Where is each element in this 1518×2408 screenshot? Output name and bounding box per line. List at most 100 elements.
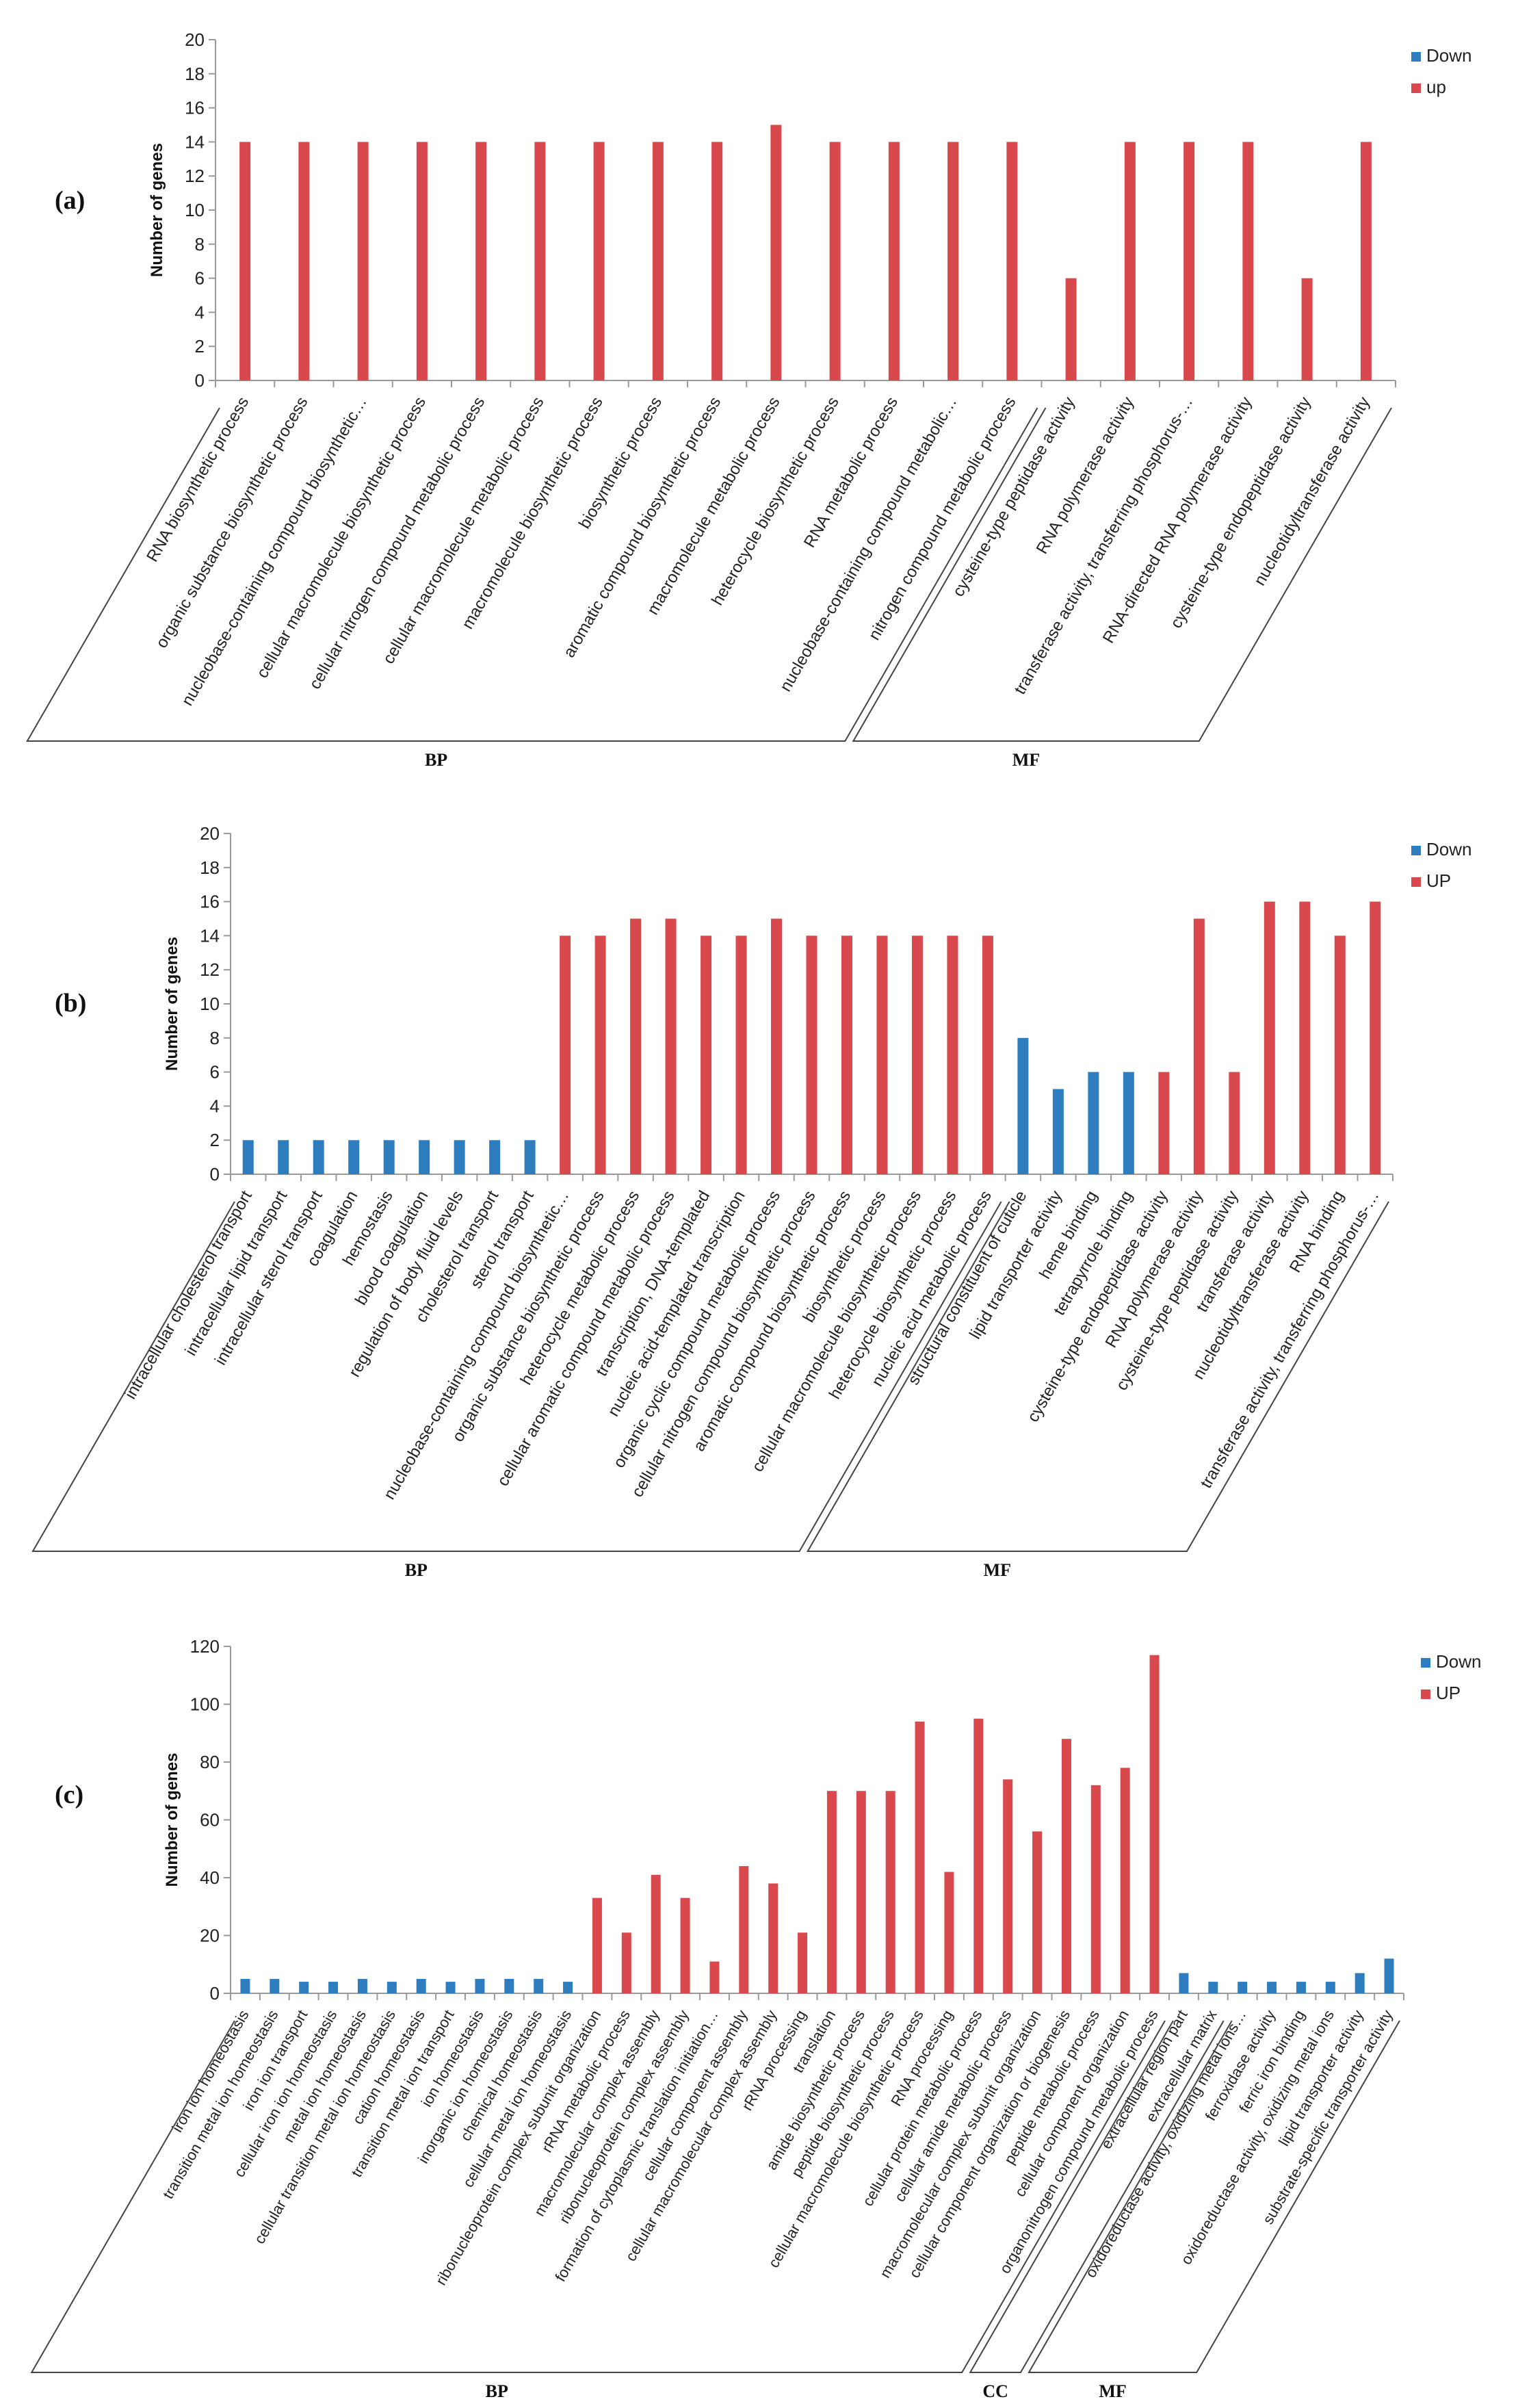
group-bracket — [806, 1201, 1389, 1552]
bar — [1325, 1982, 1335, 1993]
bar — [630, 918, 642, 1174]
group-label: MF — [1099, 2381, 1126, 2401]
bar — [1032, 1831, 1043, 1993]
bar — [1267, 1982, 1277, 1993]
bar — [1061, 1739, 1071, 1993]
y-tick-label: 12 — [185, 166, 205, 186]
y-tick-label: 12 — [200, 959, 220, 980]
bar — [416, 142, 428, 380]
category-label: intracellular cholesterol transport — [121, 1187, 256, 1402]
legend-swatch — [1411, 877, 1421, 887]
y-tick-label: 60 — [200, 1810, 220, 1830]
bar — [735, 935, 747, 1174]
bar — [1183, 142, 1195, 380]
legend-entry: UP — [1436, 1683, 1461, 1703]
y-tick-label: 20 — [200, 823, 220, 844]
bar — [709, 1961, 720, 1993]
y-tick-label: 18 — [200, 857, 220, 878]
legend-entry: Down — [1426, 839, 1471, 859]
bar — [313, 1140, 324, 1174]
group-bracket — [26, 407, 1038, 742]
y-tick-label: 40 — [200, 1867, 220, 1888]
y-tick-label: 2 — [210, 1130, 220, 1150]
y-tick-label: 4 — [210, 1096, 220, 1116]
bar — [357, 1978, 367, 1993]
bar — [680, 1898, 690, 1993]
bar — [711, 142, 723, 380]
bar — [1179, 1973, 1189, 1993]
y-axis-label: Number of genes — [163, 1752, 181, 1887]
bar — [1158, 1072, 1170, 1174]
bar — [621, 1932, 631, 1993]
category-label: nucleotidyltransferase activity — [1251, 394, 1374, 589]
y-tick-label: 6 — [195, 268, 205, 289]
bar — [1065, 278, 1077, 380]
y-tick-label: 0 — [210, 1983, 220, 2004]
chart-panel-1: 0 2 4 6 8 10 12 14 16 18 20 Number of genes (a) RNA b… — [26, 29, 1471, 770]
y-tick-label: 20 — [185, 29, 205, 50]
legend-entry: UP — [1426, 870, 1451, 891]
bar — [1088, 1072, 1099, 1174]
bar — [1370, 901, 1381, 1174]
bar — [1120, 1768, 1130, 1993]
bar — [888, 142, 900, 380]
bar — [242, 1140, 254, 1174]
bar — [504, 1978, 514, 1993]
bar — [652, 142, 664, 380]
legend-swatch — [1421, 1658, 1430, 1668]
group-label: BP — [405, 1560, 428, 1580]
y-tick-label: 20 — [200, 1926, 220, 1946]
y-tick-label: 14 — [200, 925, 220, 946]
group-label: CC — [982, 2381, 1008, 2401]
bar — [1384, 1958, 1394, 1993]
bar — [278, 1140, 289, 1174]
bar — [829, 142, 841, 380]
bar — [739, 1866, 749, 1993]
legend-entry: Down — [1426, 45, 1471, 66]
bar — [524, 1140, 536, 1174]
panel-label: (a) — [55, 186, 85, 215]
bar — [534, 142, 546, 380]
y-tick-label: 8 — [210, 1028, 220, 1048]
legend-entry: Down — [1436, 1651, 1481, 1672]
bar — [1242, 142, 1254, 380]
bar — [665, 918, 677, 1174]
group-bracket — [30, 2020, 1166, 2373]
bar — [1208, 1982, 1218, 1993]
category-label: cysteine-type peptidase activity — [949, 394, 1078, 600]
y-tick-label: 16 — [200, 892, 220, 912]
bar — [944, 1872, 954, 1993]
y-axis-label: Number of genes — [148, 143, 166, 277]
category-label: RNA biosynthetic process — [143, 394, 252, 565]
bar — [876, 935, 888, 1174]
y-tick-label: 100 — [190, 1694, 220, 1715]
bar — [475, 142, 487, 380]
bar — [445, 1982, 456, 1993]
bar — [240, 1978, 250, 1993]
bar — [826, 1791, 837, 1993]
bar — [454, 1140, 465, 1174]
legend-entry: up — [1426, 77, 1446, 97]
y-tick-label: 18 — [185, 64, 205, 84]
bar — [563, 1982, 573, 1993]
bar — [771, 918, 783, 1174]
bar — [1090, 1785, 1101, 1993]
bar — [1301, 278, 1313, 380]
y-tick-label: 80 — [200, 1752, 220, 1772]
bar — [911, 935, 923, 1174]
legend-swatch — [1421, 1690, 1430, 1699]
bar — [239, 142, 251, 380]
y-tick-label: 16 — [185, 98, 205, 118]
bar — [885, 1791, 895, 1993]
bar — [270, 1978, 280, 1993]
bar — [1334, 935, 1346, 1174]
y-tick-label: 10 — [200, 994, 220, 1014]
bar — [592, 1898, 602, 1993]
bar — [947, 142, 959, 380]
bar — [1124, 142, 1136, 380]
bar — [383, 1140, 395, 1174]
bar — [1006, 142, 1018, 380]
group-label: MF — [1012, 750, 1040, 770]
bar — [1017, 1037, 1029, 1174]
